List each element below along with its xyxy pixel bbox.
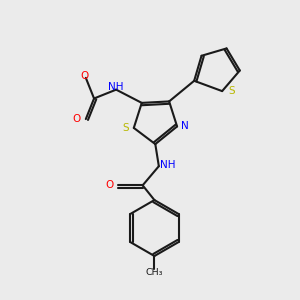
Text: N: N	[182, 122, 189, 131]
Text: O: O	[105, 180, 113, 190]
Text: S: S	[228, 86, 235, 96]
Text: O: O	[80, 71, 88, 81]
Text: S: S	[122, 123, 129, 133]
Text: CH₃: CH₃	[146, 268, 163, 277]
Text: NH: NH	[108, 82, 123, 92]
Text: O: O	[73, 114, 81, 124]
Text: NH: NH	[160, 160, 176, 170]
